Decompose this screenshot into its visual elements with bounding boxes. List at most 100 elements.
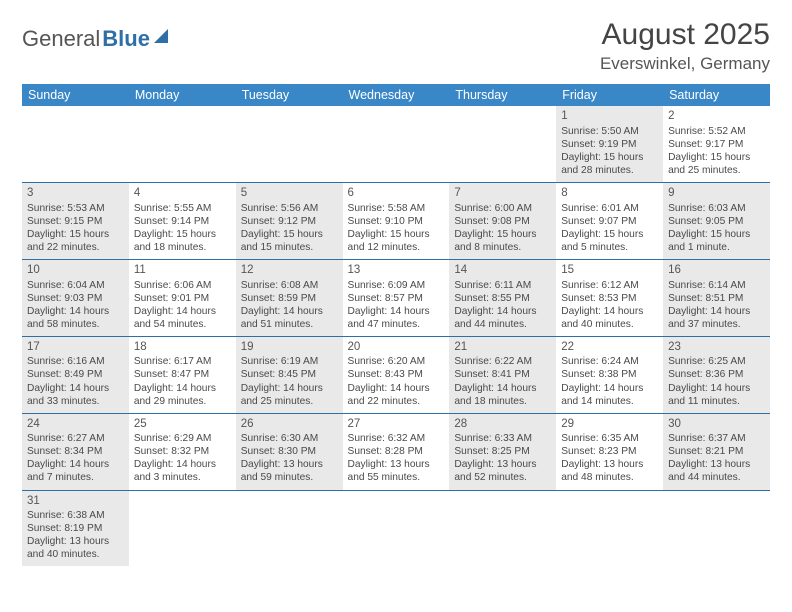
daylight-text: Daylight: 13 hours and 55 minutes. bbox=[348, 458, 445, 484]
sunset-text: Sunset: 8:25 PM bbox=[454, 445, 551, 458]
sunset-text: Sunset: 8:47 PM bbox=[134, 368, 231, 381]
month-title: August 2025 bbox=[600, 18, 770, 52]
calendar-cell: 7Sunrise: 6:00 AMSunset: 9:08 PMDaylight… bbox=[449, 182, 556, 259]
sunset-text: Sunset: 8:30 PM bbox=[241, 445, 338, 458]
sunset-text: Sunset: 8:23 PM bbox=[561, 445, 658, 458]
calendar-cell: 21Sunrise: 6:22 AMSunset: 8:41 PMDayligh… bbox=[449, 336, 556, 413]
daylight-text: Daylight: 13 hours and 40 minutes. bbox=[27, 535, 124, 561]
day-number: 9 bbox=[668, 186, 765, 201]
daylight-text: Daylight: 15 hours and 12 minutes. bbox=[348, 228, 445, 254]
sunrise-text: Sunrise: 6:20 AM bbox=[348, 355, 445, 368]
daylight-text: Daylight: 15 hours and 5 minutes. bbox=[561, 228, 658, 254]
sunrise-text: Sunrise: 6:04 AM bbox=[27, 279, 124, 292]
calendar-cell: 23Sunrise: 6:25 AMSunset: 8:36 PMDayligh… bbox=[663, 336, 770, 413]
sunset-text: Sunset: 8:59 PM bbox=[241, 292, 338, 305]
calendar-cell: 3Sunrise: 5:53 AMSunset: 9:15 PMDaylight… bbox=[22, 182, 129, 259]
daylight-text: Daylight: 15 hours and 28 minutes. bbox=[561, 151, 658, 177]
sunset-text: Sunset: 8:28 PM bbox=[348, 445, 445, 458]
calendar-body: 1Sunrise: 5:50 AMSunset: 9:19 PMDaylight… bbox=[22, 106, 770, 566]
daylight-text: Daylight: 15 hours and 25 minutes. bbox=[668, 151, 765, 177]
calendar-cell: 24Sunrise: 6:27 AMSunset: 8:34 PMDayligh… bbox=[22, 413, 129, 490]
calendar-cell bbox=[449, 106, 556, 182]
header: GeneralBlue August 2025 Everswinkel, Ger… bbox=[22, 18, 770, 74]
sunrise-text: Sunrise: 6:11 AM bbox=[454, 279, 551, 292]
calendar-cell: 19Sunrise: 6:19 AMSunset: 8:45 PMDayligh… bbox=[236, 336, 343, 413]
sunrise-text: Sunrise: 6:24 AM bbox=[561, 355, 658, 368]
calendar-cell: 25Sunrise: 6:29 AMSunset: 8:32 PMDayligh… bbox=[129, 413, 236, 490]
daylight-text: Daylight: 14 hours and 7 minutes. bbox=[27, 458, 124, 484]
day-number: 5 bbox=[241, 186, 338, 201]
daylight-text: Daylight: 13 hours and 48 minutes. bbox=[561, 458, 658, 484]
sunrise-text: Sunrise: 6:12 AM bbox=[561, 279, 658, 292]
day-number: 18 bbox=[134, 340, 231, 355]
day-number: 14 bbox=[454, 263, 551, 278]
day-header: Thursday bbox=[449, 84, 556, 106]
calendar-cell: 2Sunrise: 5:52 AMSunset: 9:17 PMDaylight… bbox=[663, 106, 770, 182]
sunrise-text: Sunrise: 6:30 AM bbox=[241, 432, 338, 445]
calendar-cell bbox=[663, 490, 770, 566]
sunset-text: Sunset: 9:10 PM bbox=[348, 215, 445, 228]
day-number: 15 bbox=[561, 263, 658, 278]
daylight-text: Daylight: 14 hours and 47 minutes. bbox=[348, 305, 445, 331]
daylight-text: Daylight: 14 hours and 22 minutes. bbox=[348, 382, 445, 408]
calendar-cell: 10Sunrise: 6:04 AMSunset: 9:03 PMDayligh… bbox=[22, 259, 129, 336]
day-header: Friday bbox=[556, 84, 663, 106]
sunrise-text: Sunrise: 6:22 AM bbox=[454, 355, 551, 368]
day-number: 17 bbox=[27, 340, 124, 355]
calendar-cell bbox=[129, 106, 236, 182]
calendar-cell: 9Sunrise: 6:03 AMSunset: 9:05 PMDaylight… bbox=[663, 182, 770, 259]
day-number: 8 bbox=[561, 186, 658, 201]
daylight-text: Daylight: 15 hours and 18 minutes. bbox=[134, 228, 231, 254]
calendar-cell: 22Sunrise: 6:24 AMSunset: 8:38 PMDayligh… bbox=[556, 336, 663, 413]
daylight-text: Daylight: 14 hours and 37 minutes. bbox=[668, 305, 765, 331]
daylight-text: Daylight: 14 hours and 3 minutes. bbox=[134, 458, 231, 484]
calendar-cell: 1Sunrise: 5:50 AMSunset: 9:19 PMDaylight… bbox=[556, 106, 663, 182]
sunset-text: Sunset: 8:57 PM bbox=[348, 292, 445, 305]
calendar-cell: 5Sunrise: 5:56 AMSunset: 9:12 PMDaylight… bbox=[236, 182, 343, 259]
sunrise-text: Sunrise: 5:50 AM bbox=[561, 125, 658, 138]
day-header-row: Sunday Monday Tuesday Wednesday Thursday… bbox=[22, 84, 770, 106]
sunrise-text: Sunrise: 6:37 AM bbox=[668, 432, 765, 445]
calendar-cell bbox=[343, 490, 450, 566]
sunset-text: Sunset: 8:53 PM bbox=[561, 292, 658, 305]
daylight-text: Daylight: 14 hours and 58 minutes. bbox=[27, 305, 124, 331]
sunset-text: Sunset: 9:17 PM bbox=[668, 138, 765, 151]
sunrise-text: Sunrise: 6:01 AM bbox=[561, 202, 658, 215]
daylight-text: Daylight: 13 hours and 44 minutes. bbox=[668, 458, 765, 484]
daylight-text: Daylight: 14 hours and 11 minutes. bbox=[668, 382, 765, 408]
calendar-cell: 26Sunrise: 6:30 AMSunset: 8:30 PMDayligh… bbox=[236, 413, 343, 490]
sunrise-text: Sunrise: 6:17 AM bbox=[134, 355, 231, 368]
sunset-text: Sunset: 9:01 PM bbox=[134, 292, 231, 305]
daylight-text: Daylight: 14 hours and 29 minutes. bbox=[134, 382, 231, 408]
daylight-text: Daylight: 14 hours and 51 minutes. bbox=[241, 305, 338, 331]
day-header: Saturday bbox=[663, 84, 770, 106]
day-number: 12 bbox=[241, 263, 338, 278]
calendar-cell: 18Sunrise: 6:17 AMSunset: 8:47 PMDayligh… bbox=[129, 336, 236, 413]
sunset-text: Sunset: 9:15 PM bbox=[27, 215, 124, 228]
sunrise-text: Sunrise: 6:00 AM bbox=[454, 202, 551, 215]
day-number: 6 bbox=[348, 186, 445, 201]
daylight-text: Daylight: 14 hours and 33 minutes. bbox=[27, 382, 124, 408]
daylight-text: Daylight: 15 hours and 1 minute. bbox=[668, 228, 765, 254]
sunrise-text: Sunrise: 5:53 AM bbox=[27, 202, 124, 215]
day-number: 23 bbox=[668, 340, 765, 355]
daylight-text: Daylight: 15 hours and 15 minutes. bbox=[241, 228, 338, 254]
sunset-text: Sunset: 8:43 PM bbox=[348, 368, 445, 381]
sunrise-text: Sunrise: 6:33 AM bbox=[454, 432, 551, 445]
day-number: 16 bbox=[668, 263, 765, 278]
sunset-text: Sunset: 9:12 PM bbox=[241, 215, 338, 228]
calendar-cell bbox=[343, 106, 450, 182]
sunrise-text: Sunrise: 6:32 AM bbox=[348, 432, 445, 445]
day-number: 1 bbox=[561, 109, 658, 124]
day-header: Tuesday bbox=[236, 84, 343, 106]
calendar-row: 1Sunrise: 5:50 AMSunset: 9:19 PMDaylight… bbox=[22, 106, 770, 182]
calendar-cell: 4Sunrise: 5:55 AMSunset: 9:14 PMDaylight… bbox=[129, 182, 236, 259]
day-number: 4 bbox=[134, 186, 231, 201]
sunrise-text: Sunrise: 6:03 AM bbox=[668, 202, 765, 215]
sunset-text: Sunset: 8:38 PM bbox=[561, 368, 658, 381]
calendar-cell: 20Sunrise: 6:20 AMSunset: 8:43 PMDayligh… bbox=[343, 336, 450, 413]
daylight-text: Daylight: 14 hours and 25 minutes. bbox=[241, 382, 338, 408]
daylight-text: Daylight: 14 hours and 40 minutes. bbox=[561, 305, 658, 331]
daylight-text: Daylight: 14 hours and 54 minutes. bbox=[134, 305, 231, 331]
day-number: 3 bbox=[27, 186, 124, 201]
